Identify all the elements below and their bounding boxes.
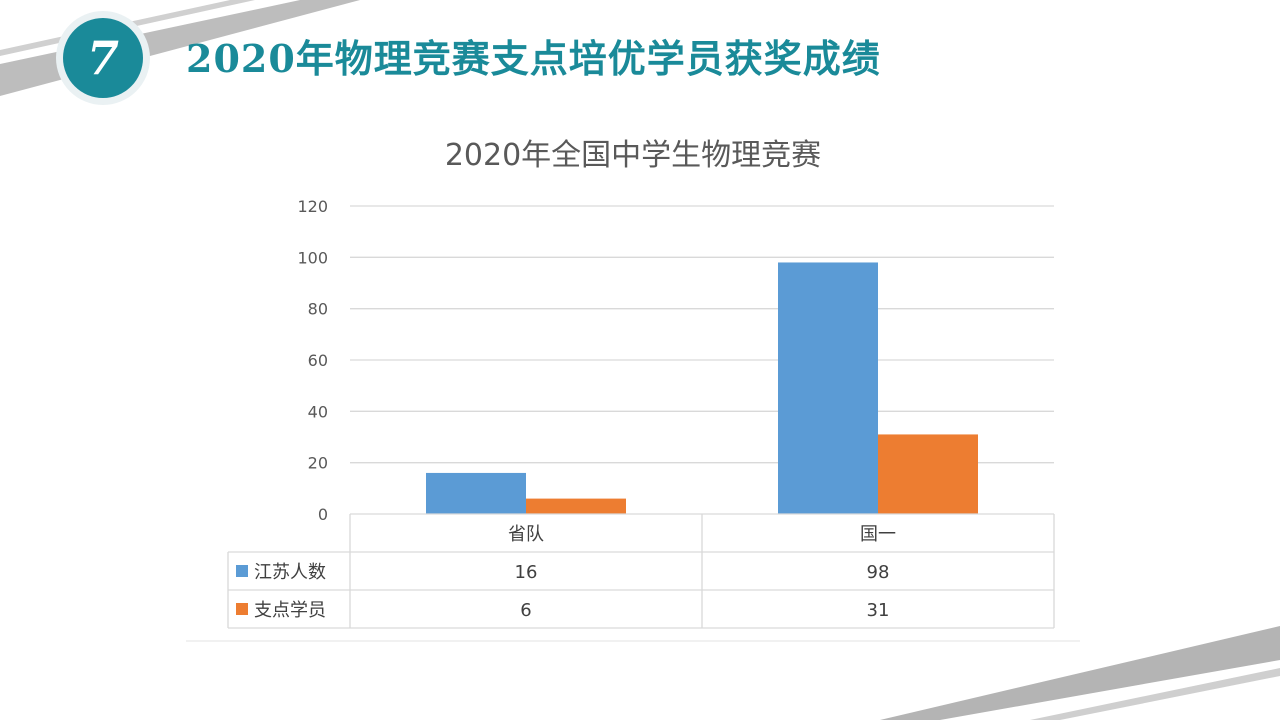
y-tick-label: 80 — [308, 300, 328, 319]
legend-swatch — [236, 565, 248, 577]
category-label: 国一 — [860, 524, 896, 545]
data-value: 6 — [520, 600, 531, 621]
bar — [878, 434, 978, 514]
y-tick-label: 120 — [297, 197, 328, 216]
slide-number-badge: 7 — [63, 18, 143, 98]
bar — [526, 498, 626, 514]
series-name: 江苏人数 — [254, 562, 326, 583]
bottom-right-stripe — [880, 626, 1280, 720]
data-value: 31 — [867, 600, 890, 621]
y-tick-label: 100 — [297, 248, 328, 267]
legend-swatch — [236, 603, 248, 615]
y-tick-label: 20 — [308, 454, 328, 473]
bar — [426, 472, 526, 514]
bottom-right-stripe-thin — [1030, 668, 1280, 720]
y-tick-label: 60 — [308, 351, 328, 370]
data-value: 16 — [515, 562, 538, 583]
bar — [778, 262, 878, 514]
category-label: 省队 — [508, 524, 544, 545]
slide-number: 7 — [86, 31, 119, 85]
series-name: 支点学员 — [254, 600, 326, 621]
y-tick-label: 40 — [308, 402, 328, 421]
y-tick-label: 0 — [318, 505, 328, 524]
chart-title: 2020年全国中学生物理竞赛 — [444, 138, 822, 173]
data-value: 98 — [867, 562, 890, 583]
bars — [426, 262, 978, 514]
slide-title: 2020年物理竞赛支点培优学员获奖成绩 — [186, 36, 881, 81]
